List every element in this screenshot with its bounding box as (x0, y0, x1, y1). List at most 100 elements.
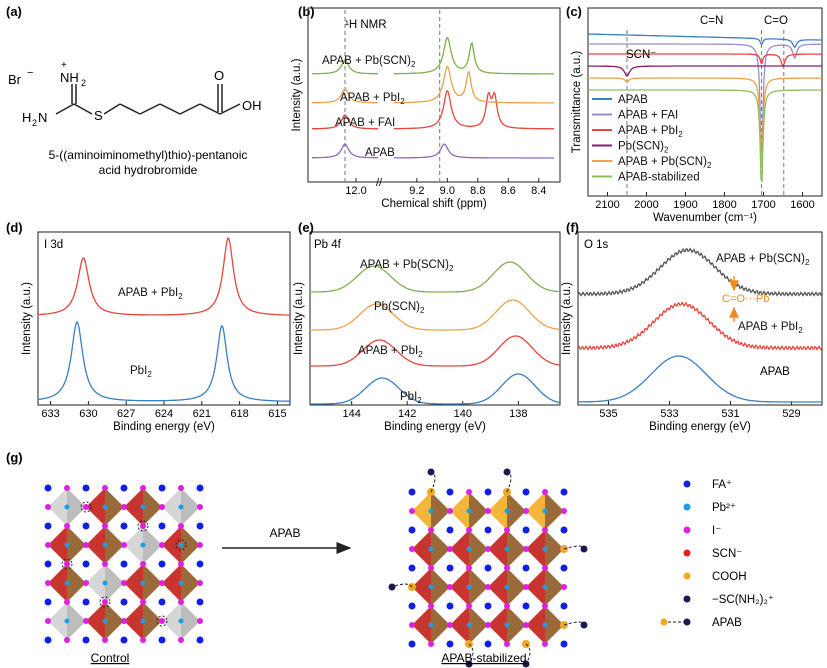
octahedron-face (67, 526, 86, 564)
iodide-ion (197, 580, 203, 586)
o1s-annotation: C=O···Pb (722, 293, 769, 305)
i3d-series-line (37, 236, 290, 316)
pb-ion (504, 546, 510, 552)
process-arrow-label: APAB (269, 526, 300, 540)
octahedron-face (469, 492, 488, 530)
pb4f-series-line (310, 261, 561, 293)
octahedron-face (143, 564, 162, 602)
legend-apab-cooh-icon (660, 618, 668, 626)
octahedron-face (507, 530, 526, 568)
fa-ion (44, 522, 52, 530)
iodide-ion (178, 637, 184, 643)
iodide-ion (83, 580, 89, 586)
octahedron-face (181, 602, 200, 640)
iodide-ion (64, 637, 70, 643)
i3d-series-label: APAB + PbI2 (118, 287, 183, 301)
i3d-y-axis-label: Intensity (a.u.) (21, 282, 33, 355)
pb4f-x-axis-label: Binding energy (eV) (384, 421, 486, 433)
iodide-ion (504, 527, 510, 533)
o1s-series-label: APAB + Pb(SCN)2 (716, 253, 810, 267)
iodide-ion (542, 489, 548, 495)
iodide-ion (485, 584, 491, 590)
iodide-ion (102, 561, 108, 567)
fa-ion (158, 598, 166, 606)
octahedron-face (545, 492, 564, 530)
octahedron-face (488, 492, 507, 530)
pb4f-x-tick-label: 144 (342, 408, 360, 420)
o1s-x-tick-label: 533 (660, 408, 678, 420)
fa-ion (82, 598, 90, 606)
molecule-structure (55, 84, 241, 115)
iodide-ion (523, 584, 529, 590)
octahedron-face (86, 488, 105, 526)
panel-label-e: (e) (298, 220, 314, 235)
iodide-ion (447, 622, 453, 628)
atom-nh2-top-plus: + (61, 60, 67, 71)
iodide-ion (83, 542, 89, 548)
stabilized-caption: APAB-stabilized (441, 651, 526, 665)
o1s-series-label: APAB + PbI2 (738, 321, 803, 335)
octahedron-face (124, 488, 143, 526)
pb4f-title: Pb 4f (314, 239, 342, 251)
iodide-ion (197, 504, 203, 510)
i3d-title: I 3d (44, 239, 63, 251)
ftir-legend-label: APAB (618, 94, 648, 106)
ftir-annotation-cn: C=N (700, 15, 723, 27)
ftir-series-line (588, 53, 823, 68)
pb-ion (504, 508, 510, 514)
iodide-ion (466, 527, 472, 533)
iodide-ion (561, 584, 567, 590)
panel-f-o1s-chart: 535 533 531 529 Binding energy (eV) Intensity… (561, 231, 823, 433)
octahedron-face (412, 492, 431, 530)
fa-ion (120, 522, 128, 530)
atom-br: Br (8, 72, 22, 87)
nmr-series-label: APAB (365, 147, 395, 159)
ftir-annotation-co: C=O (764, 15, 788, 27)
fa-ion (446, 488, 454, 496)
iodide-ion (542, 603, 548, 609)
pb-ion (178, 542, 184, 548)
iodide-ion (64, 485, 70, 491)
iodide-ion (102, 637, 108, 643)
atom-br-minus: − (27, 67, 33, 79)
iodide-ion (121, 618, 127, 624)
pb-ion (140, 618, 146, 624)
ftir-x-axis-label: Wavenumber (cm⁻¹) (653, 212, 757, 224)
iodide-ion (178, 599, 184, 605)
fa-ion (484, 602, 492, 610)
iodide-ion (102, 485, 108, 491)
pb-ion (466, 508, 472, 514)
octahedron-face (124, 526, 143, 564)
legend-label: COOH (712, 571, 747, 583)
fa-ion (446, 564, 454, 572)
o1s-x-tick-label: 531 (721, 408, 739, 420)
octahedron-face (162, 564, 181, 602)
iodide-ion (485, 622, 491, 628)
fa-ion (560, 640, 568, 648)
nmr-series-label: APAB + Pb(SCN)2 (322, 55, 416, 69)
octahedron-face (143, 526, 162, 564)
thiourea-group (465, 660, 473, 668)
panel-e-pb4f-chart: 144 142 140 138 Binding energy (eV) Intensity… (293, 231, 561, 433)
i3d-x-tick-label: 627 (117, 408, 135, 420)
pb-ion (102, 542, 108, 548)
octahedron-face (181, 488, 200, 526)
nmr-axis-break: // (376, 177, 383, 189)
pb4f-x-tick-label: 140 (454, 408, 472, 420)
octahedron-face (124, 602, 143, 640)
fa-ion (484, 640, 492, 648)
octahedron-face (67, 564, 86, 602)
iodide-ion (485, 546, 491, 552)
pb4f-series-label: APAB + PbI2 (358, 345, 423, 359)
octahedron-face (162, 488, 181, 526)
octahedron-face (105, 564, 124, 602)
iodide-ion (140, 637, 146, 643)
panel-label-c: (c) (566, 4, 582, 19)
iodide-ion (64, 561, 70, 567)
o1s-x-tick-label: 535 (599, 408, 617, 420)
nmr-y-axis-label: Intensity (a.u.) (291, 58, 303, 131)
control-lattice (44, 484, 204, 644)
octahedron-face (488, 568, 507, 606)
iodide-ion (159, 542, 165, 548)
ftir-legend-label: APAB-stabilized (618, 172, 700, 184)
